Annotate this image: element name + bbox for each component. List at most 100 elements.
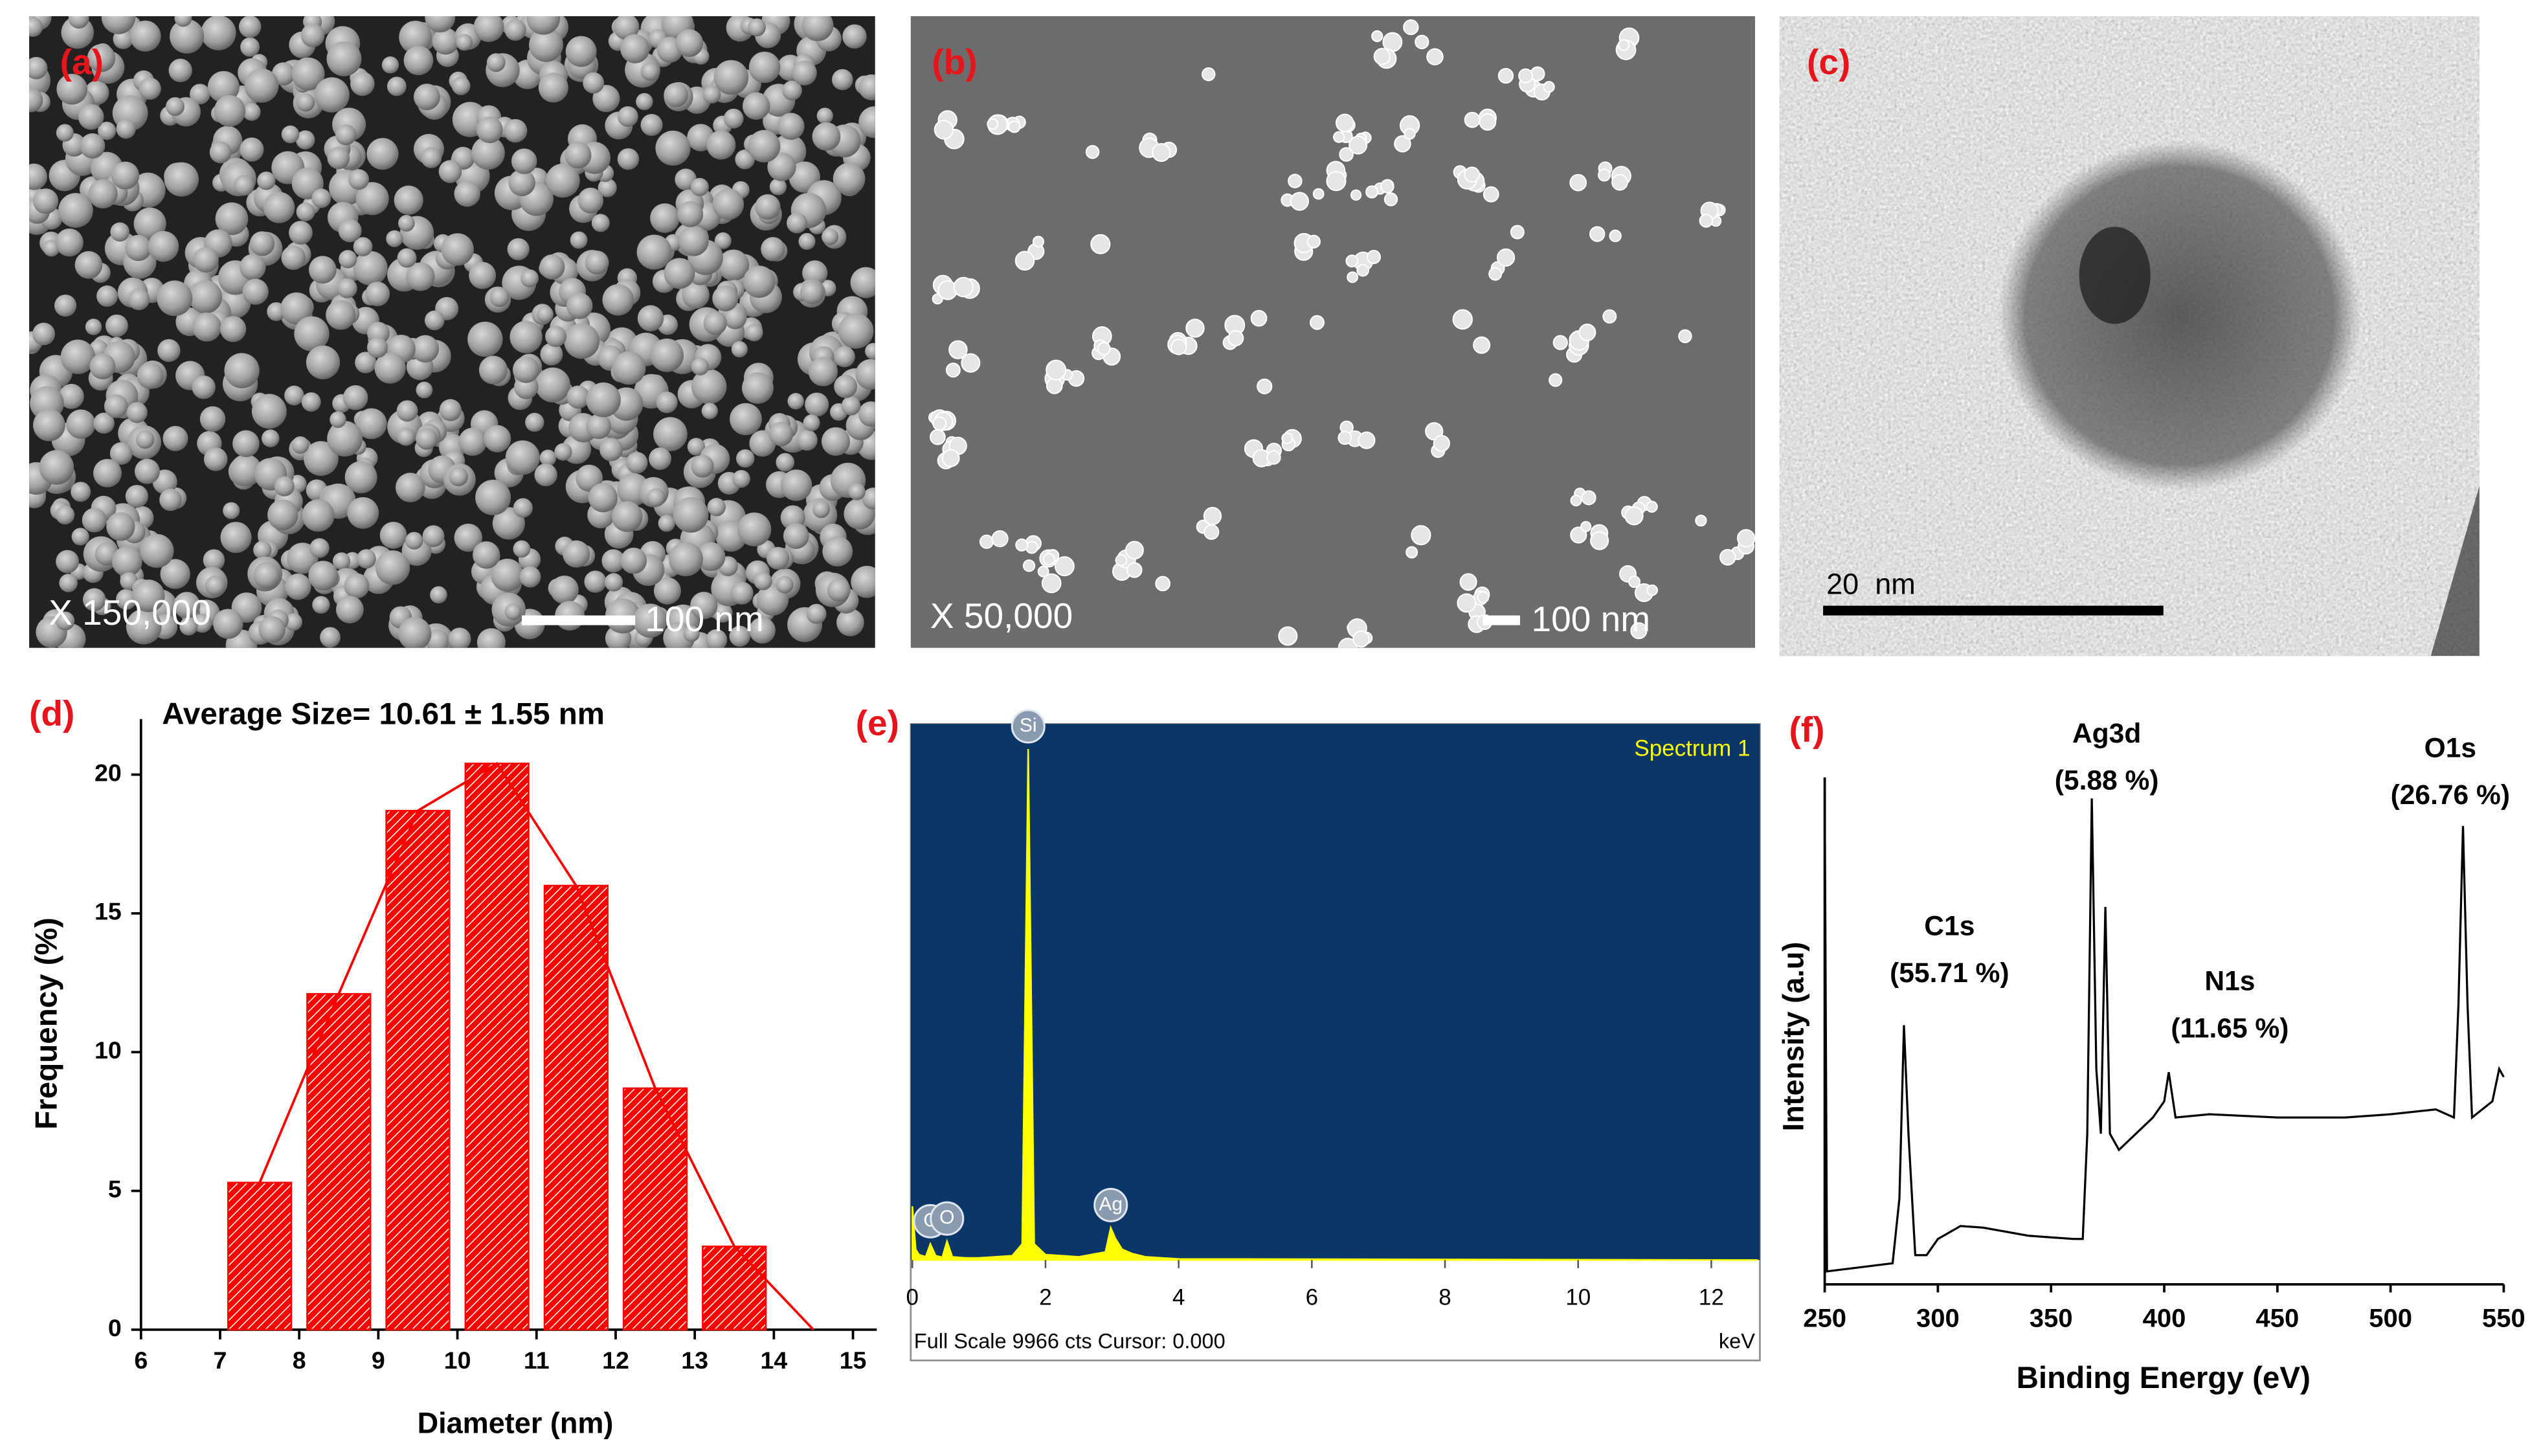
bar: [543, 884, 609, 1331]
nanoparticle: [948, 340, 968, 359]
nanoparticle: [1085, 145, 1100, 159]
nanoparticle: [714, 232, 732, 249]
nanoparticle: [1518, 68, 1534, 84]
nanoparticle: [539, 449, 557, 467]
nanoparticle: [162, 425, 188, 451]
nanoparticle: [640, 62, 660, 81]
nanoparticle: [1345, 254, 1359, 268]
nanoparticle: [365, 282, 390, 307]
nanoparticle: [58, 383, 84, 409]
nanoparticle: [1473, 336, 1491, 354]
nanoparticle: [475, 480, 511, 515]
frequency-line: [258, 761, 814, 1331]
nanoparticle: [1452, 309, 1473, 330]
eds-footer: Full Scale 9966 cts Cursor: 0.000: [914, 1329, 1226, 1352]
nanoparticle: [249, 231, 275, 256]
nanoparticle: [448, 627, 471, 648]
nanoparticle: [491, 559, 524, 592]
nanoparticle: [848, 483, 866, 500]
nanoparticle: [342, 385, 368, 410]
nanoparticle: [677, 201, 704, 227]
nanoparticle: [1552, 335, 1568, 350]
nanoparticle: [306, 345, 341, 379]
nanoparticle: [1338, 431, 1352, 445]
nanoparticle: [234, 175, 254, 196]
nanoparticle: [749, 430, 776, 457]
nanoparticle: [473, 16, 504, 42]
nanoparticle: [1358, 431, 1376, 449]
nanoparticle: [403, 45, 434, 76]
nanoparticle: [1497, 67, 1514, 84]
nanoparticle: [430, 586, 447, 604]
nanoparticle: [355, 352, 377, 374]
nanoparticle: [1152, 143, 1171, 162]
nanoparticle: [207, 71, 240, 103]
nanoparticle: [755, 194, 781, 220]
nanoparticle: [742, 92, 770, 120]
nanoparticle: [546, 163, 580, 198]
panel-label: (f): [1789, 709, 1825, 749]
nanoparticle: [1624, 506, 1644, 526]
x-tick-label: 12: [602, 1347, 629, 1374]
nanoparticle: [707, 498, 726, 517]
nanoparticle: [1090, 234, 1111, 254]
nanoparticle: [683, 625, 700, 642]
nanoparticle: [454, 523, 483, 552]
magnification: X 150,000: [49, 592, 211, 633]
nanoparticle: [1008, 120, 1021, 133]
nanoparticle: [244, 68, 279, 103]
nanoparticle: [157, 339, 181, 363]
nanoparticle: [471, 136, 505, 170]
nanoparticle: [1590, 531, 1609, 550]
nanoparticle: [620, 547, 647, 574]
nanoparticle: [529, 27, 563, 62]
nanoparticle: [425, 629, 449, 648]
nanoparticle: [1333, 131, 1345, 143]
x-tick-label: 350: [2030, 1304, 2073, 1332]
nanoparticle: [56, 550, 80, 574]
nanoparticle: [1203, 506, 1222, 526]
nanoparticle: [1185, 319, 1205, 338]
nanoparticle: [731, 341, 748, 358]
nanoparticle: [953, 276, 974, 298]
nanoparticle: [668, 542, 703, 577]
nanoparticle: [1257, 378, 1273, 394]
nanoparticle: [678, 225, 709, 256]
nanoparticle: [696, 542, 726, 572]
nanoparticle: [1335, 113, 1354, 133]
nanoparticle: [29, 17, 43, 38]
nanoparticle: [850, 267, 875, 298]
nanoparticle: [344, 461, 377, 494]
nanoparticle: [1356, 263, 1369, 277]
nanoparticle: [1365, 185, 1379, 199]
nanoparticle: [406, 262, 435, 291]
nanoparticle: [521, 269, 539, 287]
nanoparticle: [691, 454, 714, 478]
xps-panel: (f) Intensity (a.u) Binding Energy (eV) …: [1776, 709, 2525, 1395]
histogram-panel: (d) Average Size= 10.61 ± 1.55 nm Freque…: [29, 693, 877, 1439]
nanoparticle: [1699, 214, 1714, 228]
x-tick-label: 6: [134, 1347, 148, 1374]
nanoparticle: [620, 34, 650, 63]
nanoparticle: [96, 285, 118, 307]
nanoparticle: [280, 292, 313, 325]
nanoparticle: [1037, 565, 1049, 577]
nanoparticle: [673, 497, 709, 533]
nanoparticle: [1570, 526, 1587, 544]
nanoparticle: [836, 609, 864, 636]
scale-label: 100 nm: [645, 599, 764, 639]
scale-bar: [1483, 615, 1520, 625]
nanoparticle: [534, 463, 557, 487]
nanoparticle: [451, 76, 471, 95]
x-tick-label: 15: [840, 1347, 867, 1374]
nanoparticle: [68, 16, 89, 29]
nanoparticle: [240, 254, 266, 280]
nanoparticle: [386, 76, 407, 96]
nanoparticle: [128, 288, 150, 311]
nanoparticle: [33, 409, 65, 442]
nanoparticle: [486, 53, 506, 73]
nanoparticle: [1125, 541, 1144, 560]
nanoparticle: [125, 484, 149, 508]
